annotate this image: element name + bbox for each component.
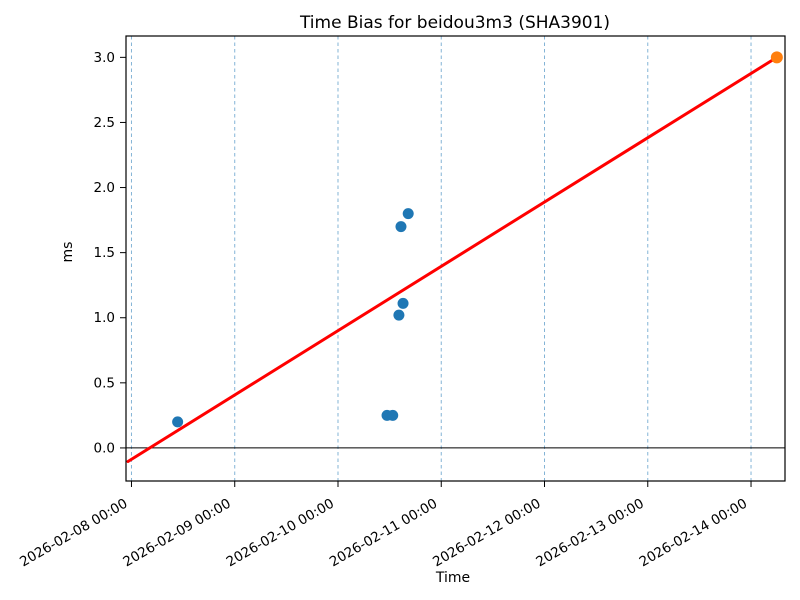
y-tick-label: 2.5 [94,115,115,131]
bias-measurement [395,221,407,233]
bias-measurement [387,409,399,421]
y-tick-label: 2.0 [94,180,115,196]
bias-measurement [393,309,405,321]
x-axis-label: Time [435,570,470,586]
trend-line [126,55,779,463]
bias-measurement [172,416,184,428]
y-tick-label: 1.0 [94,310,115,326]
y-tick-label: 3.0 [94,50,115,66]
y-tick-label: 1.5 [94,245,115,261]
bias-measurement [402,208,414,220]
y-tick-label: 0.5 [94,375,115,391]
y-axis-label: ms [60,242,76,263]
chart-title: Time Bias for beidou3m3 (SHA3901) [299,13,610,33]
bias-measurement [397,297,409,309]
extrapolated-point [770,51,783,64]
plot-border [125,35,786,482]
y-tick-label: 0.0 [94,440,115,456]
